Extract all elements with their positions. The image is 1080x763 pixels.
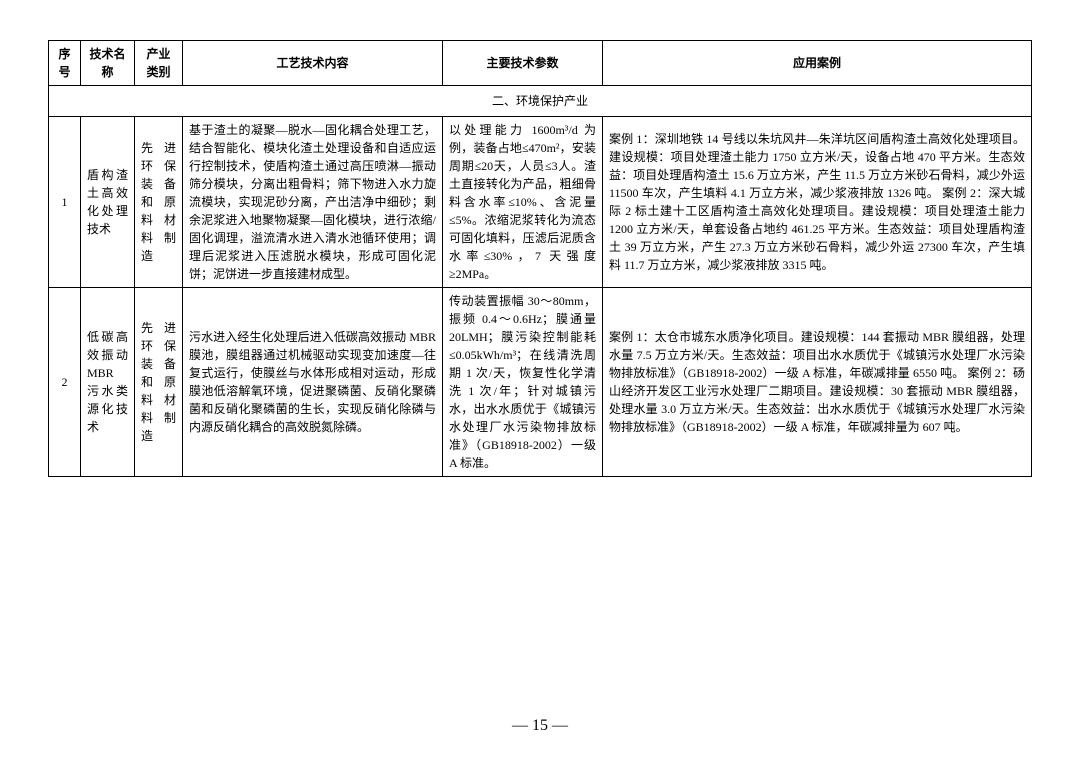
cell-cat: 先进环保装备和原料材料制造 bbox=[135, 117, 183, 288]
header-case: 应用案例 bbox=[603, 41, 1032, 86]
header-name: 技术名称 bbox=[81, 41, 135, 86]
table-row: 1 盾构渣土高效化处理技术 先进环保装备和原料材料制造 基于渣土的凝聚—脱水—固… bbox=[49, 117, 1032, 288]
cell-tech: 基于渣土的凝聚—脱水—固化耦合处理工艺，结合智能化、模块化渣土处理设备和自适应运… bbox=[183, 117, 443, 288]
section-row: 二、环境保护产业 bbox=[49, 86, 1032, 117]
header-cat: 产业类别 bbox=[135, 41, 183, 86]
cell-param: 传动装置振幅 30～80mm，振频 0.4～0.6Hz；膜通量 20LMH；膜污… bbox=[443, 288, 603, 477]
cell-tech: 污水进入经生化处理后进入低碳高效振动 MBR 膜池，膜组器通过机械驱动实现变加速… bbox=[183, 288, 443, 477]
cell-name: 盾构渣土高效化处理技术 bbox=[81, 117, 135, 288]
cell-cat: 先进环保装备和原料材料制造 bbox=[135, 288, 183, 477]
cell-name: 低碳高效振动 MBR 污水类源化技术 bbox=[81, 288, 135, 477]
header-seq: 序号 bbox=[49, 41, 81, 86]
header-tech: 工艺技术内容 bbox=[183, 41, 443, 86]
cell-case: 案例 1：深圳地铁 14 号线以朱坑风井—朱洋坑区间盾构渣土高效化处理项目。建设… bbox=[603, 117, 1032, 288]
cell-seq: 1 bbox=[49, 117, 81, 288]
tech-table: 序号 技术名称 产业类别 工艺技术内容 主要技术参数 应用案例 二、环境保护产业… bbox=[48, 40, 1032, 477]
table-row: 2 低碳高效振动 MBR 污水类源化技术 先进环保装备和原料材料制造 污水进入经… bbox=[49, 288, 1032, 477]
cell-param: 以处理能力 1600m³/d 为例，装备占地≤470m²，安装周期≤20天，人员… bbox=[443, 117, 603, 288]
cell-seq: 2 bbox=[49, 288, 81, 477]
page-number: — 15 — bbox=[0, 717, 1080, 735]
header-param: 主要技术参数 bbox=[443, 41, 603, 86]
cell-case: 案例 1：太仓市城东水质净化项目。建设规模：144 套振动 MBR 膜组器，处理… bbox=[603, 288, 1032, 477]
header-row: 序号 技术名称 产业类别 工艺技术内容 主要技术参数 应用案例 bbox=[49, 41, 1032, 86]
section-title: 二、环境保护产业 bbox=[49, 86, 1032, 117]
